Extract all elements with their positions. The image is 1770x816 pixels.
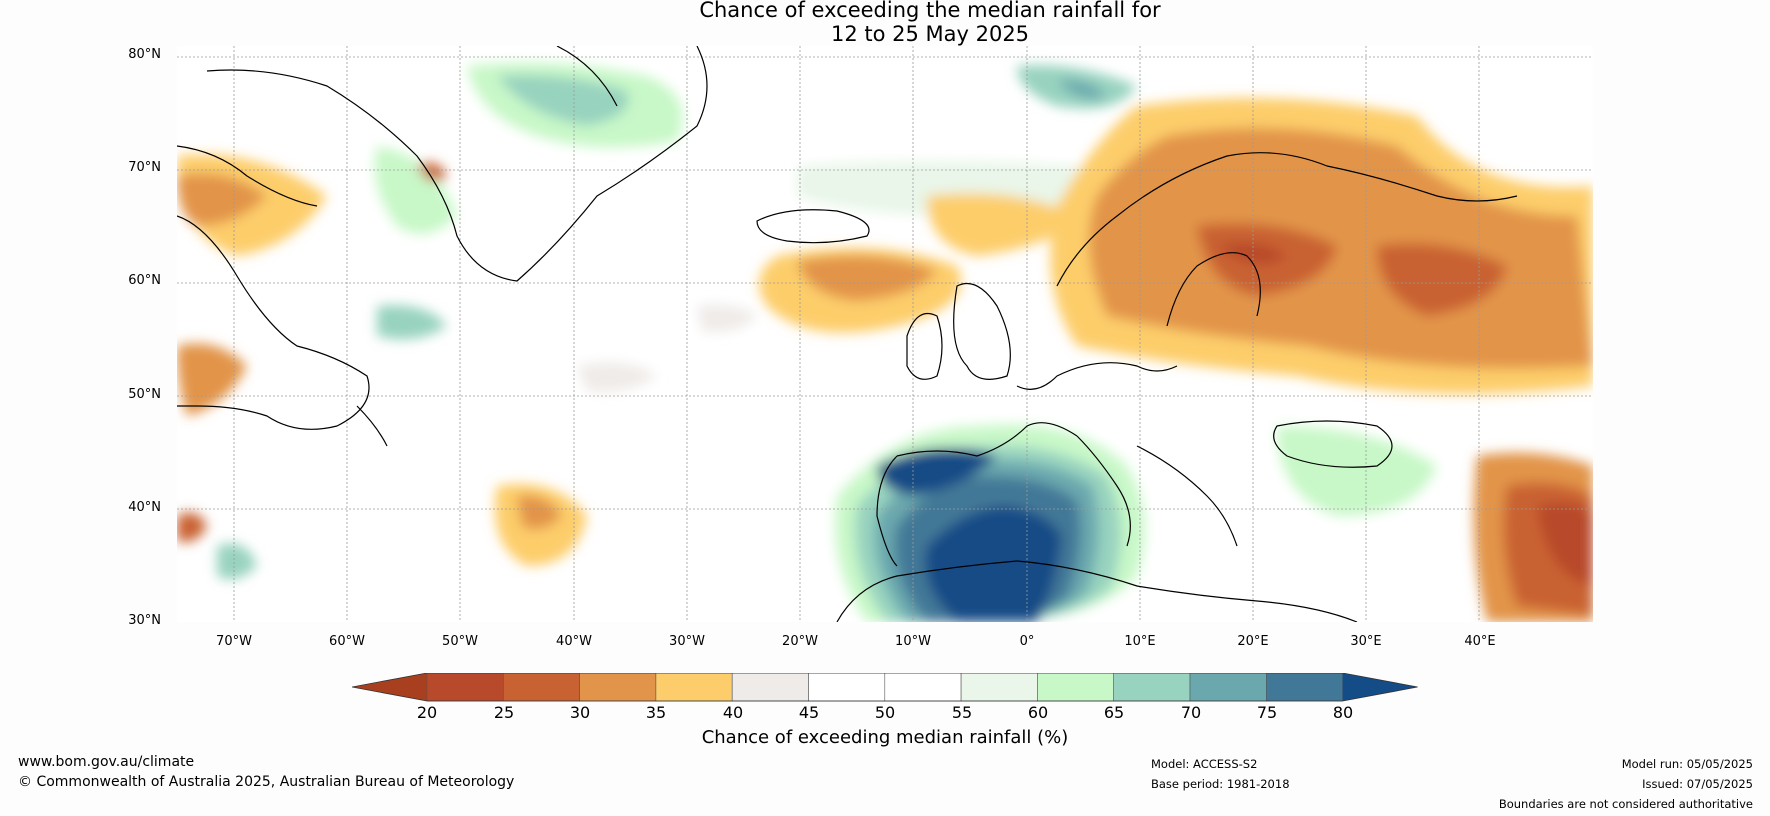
lat-label-70n: 70°N	[128, 160, 161, 175]
title-line-1: Chance of exceeding the median rainfall …	[699, 0, 1161, 22]
lon-label-10w: 10°W	[895, 634, 931, 649]
footer-copyright: © Commonwealth of Australia 2025, Austra…	[18, 774, 515, 790]
cb-tick-45: 45	[798, 703, 820, 722]
footer-model-run: Model run: 05/05/2025	[1621, 757, 1753, 771]
colorbar-segment	[1265, 673, 1343, 702]
lon-label-30w: 30°W	[669, 634, 705, 649]
colorbar-segment	[884, 673, 962, 702]
lat-label-60n: 60°N	[128, 273, 161, 288]
cb-tick-70: 70	[1180, 703, 1202, 722]
colorbar-segment	[808, 673, 886, 702]
colorbar-segment	[1113, 673, 1191, 702]
footer-url: www.bom.gov.au/climate	[18, 754, 195, 770]
lon-label-70w: 70°W	[216, 634, 252, 649]
rainfall-map	[177, 46, 1593, 622]
lon-label-60w: 60°W	[329, 634, 365, 649]
cb-tick-65: 65	[1103, 703, 1125, 722]
cb-tick-20: 20	[416, 703, 438, 722]
lon-label-0: 0°	[1019, 634, 1035, 649]
footer-disclaimer: Boundaries are not considered authoritat…	[1498, 797, 1753, 811]
lon-label-10e: 10°E	[1124, 634, 1156, 649]
lon-label-30e: 30°E	[1350, 634, 1382, 649]
colorbar-segment	[579, 673, 657, 702]
cb-tick-80: 80	[1332, 703, 1354, 722]
lon-label-50w: 50°W	[442, 634, 478, 649]
lat-label-30n: 30°N	[128, 613, 161, 628]
cb-tick-75: 75	[1256, 703, 1278, 722]
colorbar-label: Chance of exceeding median rainfall (%)	[701, 727, 1069, 748]
cb-tick-30: 30	[569, 703, 591, 722]
colorbar-segment	[426, 673, 504, 702]
colorbar	[352, 673, 1418, 702]
lon-label-40e: 40°E	[1464, 634, 1496, 649]
footer-model: Model: ACCESS-S2	[1151, 757, 1258, 771]
colorbar-outline	[352, 673, 1418, 702]
colorbar-segment	[1189, 673, 1267, 702]
title-line-2: 12 to 25 May 2025	[830, 22, 1030, 46]
lat-label-80n: 80°N	[128, 47, 161, 62]
lon-label-20e: 20°E	[1237, 634, 1269, 649]
cb-tick-55: 55	[951, 703, 973, 722]
cb-tick-60: 60	[1027, 703, 1049, 722]
map-svg	[177, 46, 1593, 622]
colorbar-segment	[960, 673, 1038, 702]
cb-tick-50: 50	[874, 703, 896, 722]
footer-base-period: Base period: 1981-2018	[1151, 777, 1290, 791]
lat-label-50n: 50°N	[128, 387, 161, 402]
colorbar-extend-low	[352, 673, 427, 701]
footer-issued: Issued: 07/05/2025	[1642, 777, 1753, 791]
colorbar-segment	[731, 673, 809, 702]
cb-tick-25: 25	[493, 703, 515, 722]
cb-tick-40: 40	[722, 703, 744, 722]
lon-label-20w: 20°W	[782, 634, 818, 649]
colorbar-segment	[503, 673, 580, 702]
lat-label-40n: 40°N	[128, 500, 161, 515]
coastlines	[177, 46, 1518, 622]
colorbar-segment	[1037, 673, 1115, 702]
cb-tick-35: 35	[645, 703, 667, 722]
colorbar-extend-high	[1342, 673, 1418, 701]
map-title: Chance of exceeding the median rainfall …	[0, 0, 1770, 46]
lon-label-40w: 40°W	[556, 634, 592, 649]
colorbar-segment	[655, 673, 733, 702]
